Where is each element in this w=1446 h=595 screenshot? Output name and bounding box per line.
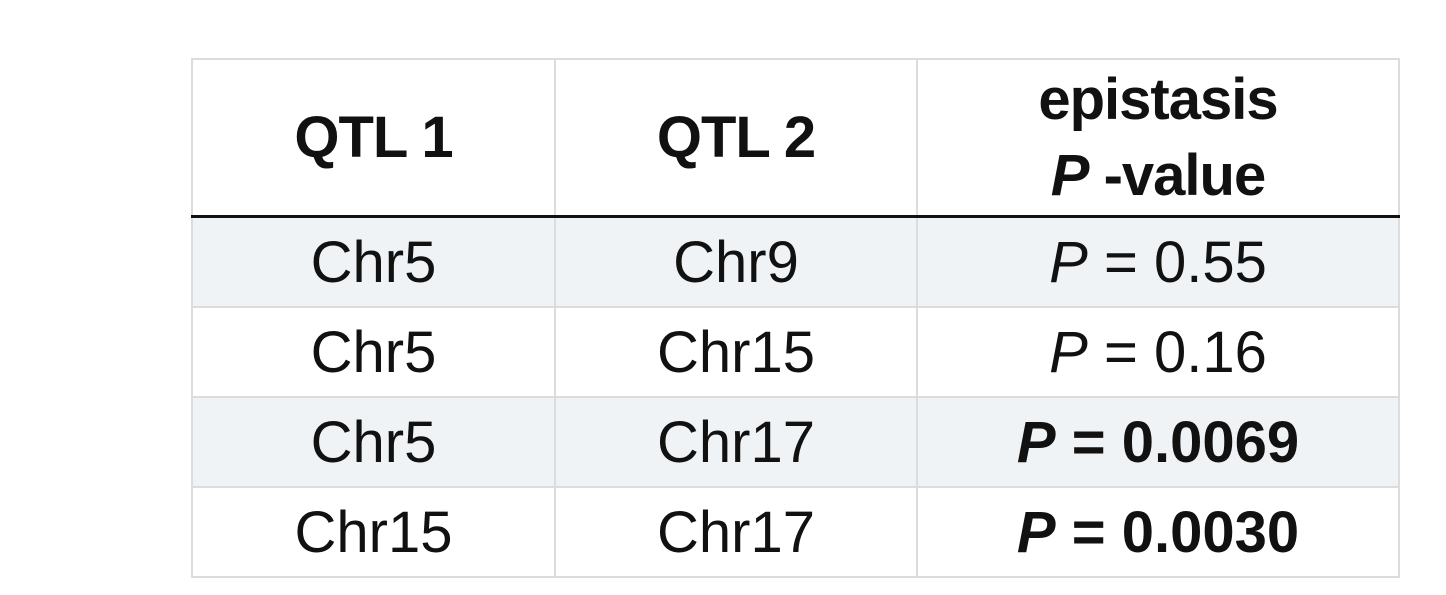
header-pvalue-suffix: -value — [1088, 142, 1267, 208]
table-row: Chr5 Chr15 P = 0.16 — [191, 306, 1400, 398]
cell-qtl2: Chr9 — [554, 215, 918, 308]
cell-pvalue: P = 0.55 — [916, 215, 1400, 308]
p-symbol: P — [1016, 409, 1056, 475]
p-value-text: = 0.16 — [1087, 319, 1267, 385]
cell-pvalue-significant: P = 0.0069 — [916, 396, 1400, 488]
cell-qtl2: Chr17 — [554, 396, 918, 488]
table-header: QTL 1 QTL 2 epistasis P -value — [191, 58, 1400, 218]
cell-pvalue-significant: P = 0.0030 — [916, 486, 1400, 578]
p-value-text: = 0.0030 — [1055, 499, 1300, 565]
header-qtl2: QTL 2 — [554, 58, 918, 218]
cell-qtl2: Chr15 — [554, 306, 918, 398]
p-value-text: = 0.55 — [1087, 229, 1267, 295]
header-row: QTL 1 QTL 2 epistasis P -value — [191, 58, 1400, 218]
cell-qtl2: Chr17 — [554, 486, 918, 578]
header-qtl1: QTL 1 — [191, 58, 556, 218]
p-symbol: P — [1049, 319, 1088, 385]
table-row: Chr5 Chr9 P = 0.55 — [191, 215, 1400, 308]
cell-qtl1: Chr5 — [191, 215, 556, 308]
header-epistasis-pvalue: epistasis P -value — [916, 58, 1400, 218]
header-p-symbol: P — [1050, 142, 1090, 208]
cell-pvalue: P = 0.16 — [916, 306, 1400, 398]
p-symbol: P — [1016, 499, 1056, 565]
epistasis-table: QTL 1 QTL 2 epistasis P -value Chr5 Chr9… — [191, 58, 1400, 578]
cell-qtl1: Chr5 — [191, 306, 556, 398]
header-epistasis-line1: epistasis — [1038, 67, 1278, 133]
p-symbol: P — [1049, 229, 1088, 295]
cell-qtl1: Chr5 — [191, 396, 556, 488]
p-value-text: = 0.0069 — [1055, 409, 1300, 475]
cell-qtl1: Chr15 — [191, 486, 556, 578]
epistasis-table-container: QTL 1 QTL 2 epistasis P -value Chr5 Chr9… — [191, 58, 1400, 578]
header-epistasis-line2: P -value — [918, 138, 1398, 213]
table-row: Chr15 Chr17 P = 0.0030 — [191, 486, 1400, 578]
table-body: Chr5 Chr9 P = 0.55 Chr5 Chr15 P = 0.16 C… — [191, 215, 1400, 578]
table-row: Chr5 Chr17 P = 0.0069 — [191, 396, 1400, 488]
